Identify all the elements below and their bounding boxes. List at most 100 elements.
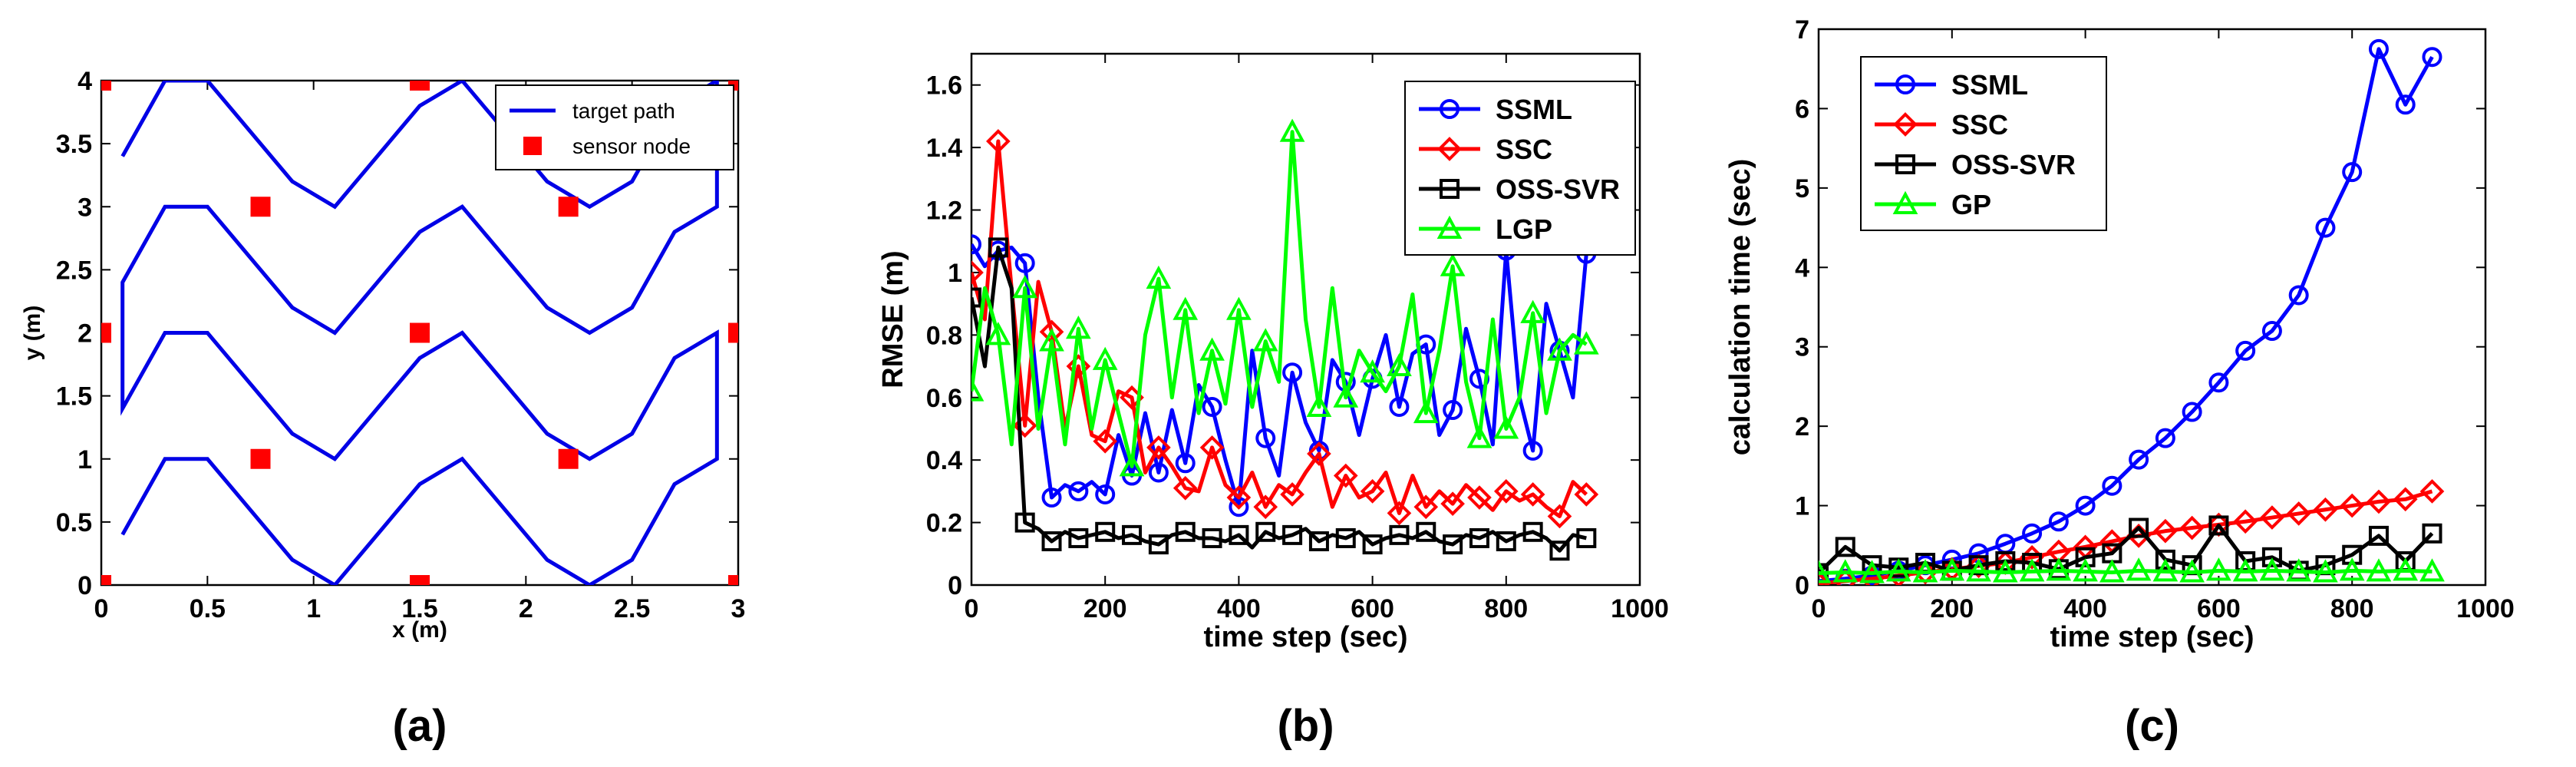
- legend-marker-oss-svr: [1895, 154, 1915, 174]
- series-line-gp: [1819, 568, 2433, 575]
- data-point-oss-svr: [1068, 527, 1089, 548]
- y-tick-label: 2: [78, 319, 92, 349]
- data-point-lgp: [1066, 316, 1091, 339]
- data-point-gp: [2393, 557, 2419, 581]
- chart-panel-3: 0 200 400 600 800 1000 0 1 2 3 4 5 6 7 time step (sec)…: [1724, 15, 2515, 751]
- data-point-lgp: [1012, 275, 1038, 299]
- data-point-oss-svr: [1041, 531, 1062, 552]
- y-tick-label: 1.5: [56, 382, 92, 412]
- sensor-node-marker: [410, 575, 430, 585]
- data-point-ssml: [971, 234, 981, 255]
- data-layer: [1819, 38, 2445, 585]
- data-point-oss-svr: [2129, 517, 2149, 538]
- legend-label-target-path: target path: [572, 99, 675, 123]
- data-point-gp: [1966, 558, 1991, 582]
- data-point-lgp: [1279, 118, 1305, 142]
- y-tick-label: 0.4: [926, 446, 962, 475]
- data-point-ssml: [2368, 38, 2389, 59]
- data-point-gp: [2286, 558, 2312, 582]
- data-point-lgp: [1333, 384, 1359, 408]
- y-tick-label: 0.8: [926, 321, 962, 350]
- y-tick-label: 0.2: [926, 509, 962, 538]
- data-point-ssc: [971, 260, 984, 285]
- data-point-ssc: [1387, 501, 1412, 526]
- data-point-ssc: [1574, 482, 1599, 507]
- plot-frame: [1817, 28, 2487, 587]
- x-tick-label: 400: [2063, 594, 2107, 623]
- data-point-ssc: [1146, 435, 1171, 460]
- y-tick-label: 3: [78, 193, 92, 222]
- data-point-lgp: [971, 378, 985, 402]
- legend-label-ssml: SSML: [1951, 69, 2028, 101]
- y-tick-label: 0: [1795, 571, 1809, 600]
- data-point-ssml: [2315, 217, 2336, 238]
- data-point-lgp: [985, 322, 1011, 345]
- data-point-ssc: [1253, 494, 1278, 520]
- x-tick-label: 0: [965, 594, 979, 623]
- chart-panel-2: 0 200 400 600 800 1000 0 0.2 0.4 0.6 0.8 1 1.2 1.4 1.6…: [877, 52, 1669, 751]
- data-point-ssml: [2395, 94, 2416, 115]
- data-point-ssml: [2048, 511, 2069, 532]
- data-layer: [101, 81, 738, 585]
- data-point-oss-svr: [1255, 521, 1276, 542]
- panel-label: (c): [2125, 701, 2179, 751]
- y-tick-label: 7: [1795, 15, 1809, 45]
- legend-marker-gp: [1892, 190, 1918, 214]
- y-tick-label: 0.5: [56, 508, 92, 537]
- x-tick-label: 0: [94, 594, 109, 623]
- data-point-ssml: [2422, 47, 2442, 68]
- x-tick-label: 200: [1930, 594, 1974, 623]
- data-point-oss-svr: [1576, 527, 1597, 548]
- data-point-gp: [1885, 558, 1911, 582]
- data-point-oss-svr: [988, 237, 1008, 258]
- data-point-ssc: [1226, 485, 1252, 510]
- data-point-gp: [2126, 557, 2152, 581]
- data-point-ssc: [2367, 489, 2391, 514]
- data-point-lgp: [1360, 359, 1385, 383]
- data-point-ssc: [1520, 482, 1545, 507]
- data-point-gp: [1992, 559, 2018, 583]
- x-tick-label: 800: [2330, 594, 2374, 623]
- sensor-node-marker: [410, 81, 430, 91]
- legend-marker-ssml: [1895, 74, 1915, 94]
- sensor-node-marker: [101, 81, 111, 91]
- y-tick-label: 1: [1795, 492, 1809, 521]
- y-tick-label: 0: [948, 571, 962, 600]
- data-point-oss-svr: [1122, 524, 1143, 545]
- y-tick-label: 1: [948, 259, 962, 288]
- data-point-gp: [2179, 559, 2205, 583]
- data-point-oss-svr: [1416, 521, 1436, 542]
- legend-label-ssc: SSC: [1496, 134, 1552, 165]
- data-point-ssc: [2340, 493, 2365, 518]
- data-point-ssml: [2288, 285, 2309, 306]
- x-tick-label: 600: [1351, 594, 1394, 623]
- data-point-oss-svr: [1835, 537, 1855, 557]
- data-point-lgp: [1493, 415, 1519, 439]
- data-point-ssml: [1255, 428, 1276, 448]
- data-point-oss-svr: [1968, 555, 1989, 576]
- data-point-ssc: [2153, 518, 2178, 544]
- data-point-oss-svr: [1522, 521, 1543, 542]
- data-point-ssc: [2286, 501, 2311, 526]
- data-point-ssml: [1282, 362, 1303, 383]
- x-tick-label: 0: [1812, 594, 1826, 623]
- data-point-lgp: [1413, 399, 1439, 424]
- y-tick-label: 1.4: [926, 134, 962, 163]
- y-tick-label: 5: [1795, 174, 1809, 203]
- data-point-oss-svr: [2261, 547, 2282, 567]
- data-point-oss-svr: [971, 287, 981, 308]
- y-tick-label: 0: [78, 571, 92, 600]
- data-point-lgp: [1306, 393, 1332, 417]
- data-point-ssc: [1493, 479, 1519, 504]
- data-point-ssml: [2129, 449, 2149, 470]
- data-point-ssml: [1522, 440, 1543, 461]
- legend-swatch-sensor-node: [523, 137, 542, 155]
- series-line-oss-svr: [971, 245, 1587, 553]
- data-point-ssc: [1066, 354, 1091, 379]
- data-point-ssml: [1095, 484, 1116, 504]
- data-point-oss-svr: [1362, 534, 1383, 555]
- data-point-oss-svr: [1443, 534, 1463, 555]
- data-point-oss-svr: [2422, 523, 2442, 544]
- data-point-ssc: [1199, 435, 1225, 460]
- data-point-gp: [1859, 560, 1885, 584]
